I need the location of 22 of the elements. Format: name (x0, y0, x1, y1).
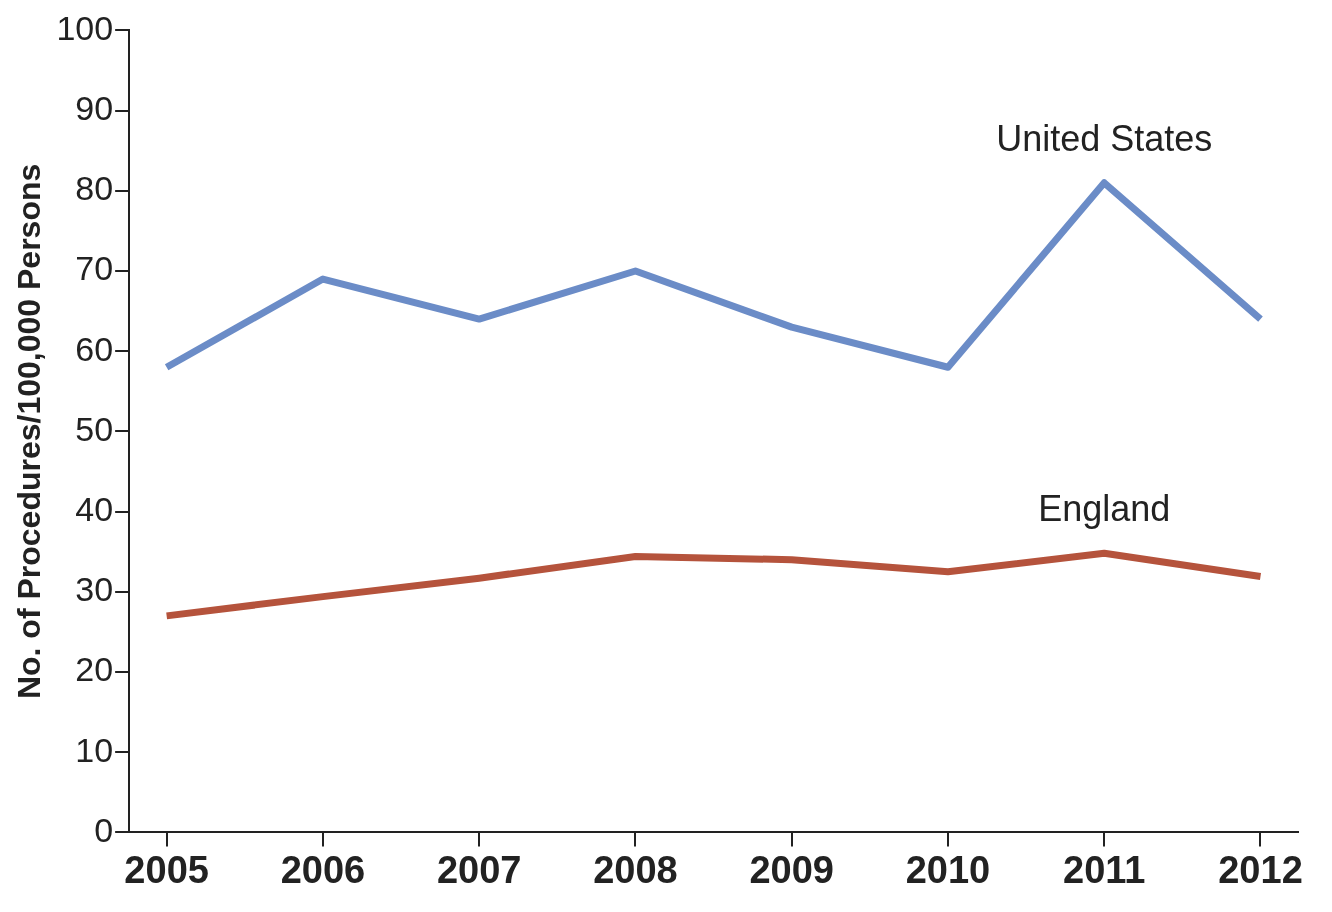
x-tick-label: 2009 (749, 848, 834, 891)
y-tick-label: 100 (56, 8, 114, 47)
y-tick-label: 20 (75, 650, 114, 689)
x-tick-label: 2006 (280, 848, 366, 891)
x-tick-label: 2005 (124, 848, 209, 891)
y-tick-label: 70 (75, 249, 114, 288)
x-tick-label: 2008 (593, 848, 678, 891)
x-tick-label: 2010 (905, 848, 991, 891)
y-tick-label: 40 (75, 489, 114, 528)
y-tick-label: 90 (75, 88, 114, 127)
y-tick-label: 30 (75, 570, 114, 609)
x-tick-label: 2011 (1063, 848, 1146, 891)
y-tick-label: 60 (75, 329, 114, 368)
y-axis-title: No. of Procedures/100,000 Persons (11, 163, 48, 700)
x-tick-label: 2007 (436, 848, 522, 891)
y-tick-label: 10 (75, 730, 114, 769)
y-tick-label: 50 (75, 409, 114, 448)
y-tick-label: 0 (94, 810, 114, 849)
series-label: England (1038, 488, 1171, 530)
series-label: United States (996, 117, 1213, 159)
x-tick-label: 2012 (1218, 848, 1303, 891)
y-tick-label: 80 (75, 169, 114, 208)
